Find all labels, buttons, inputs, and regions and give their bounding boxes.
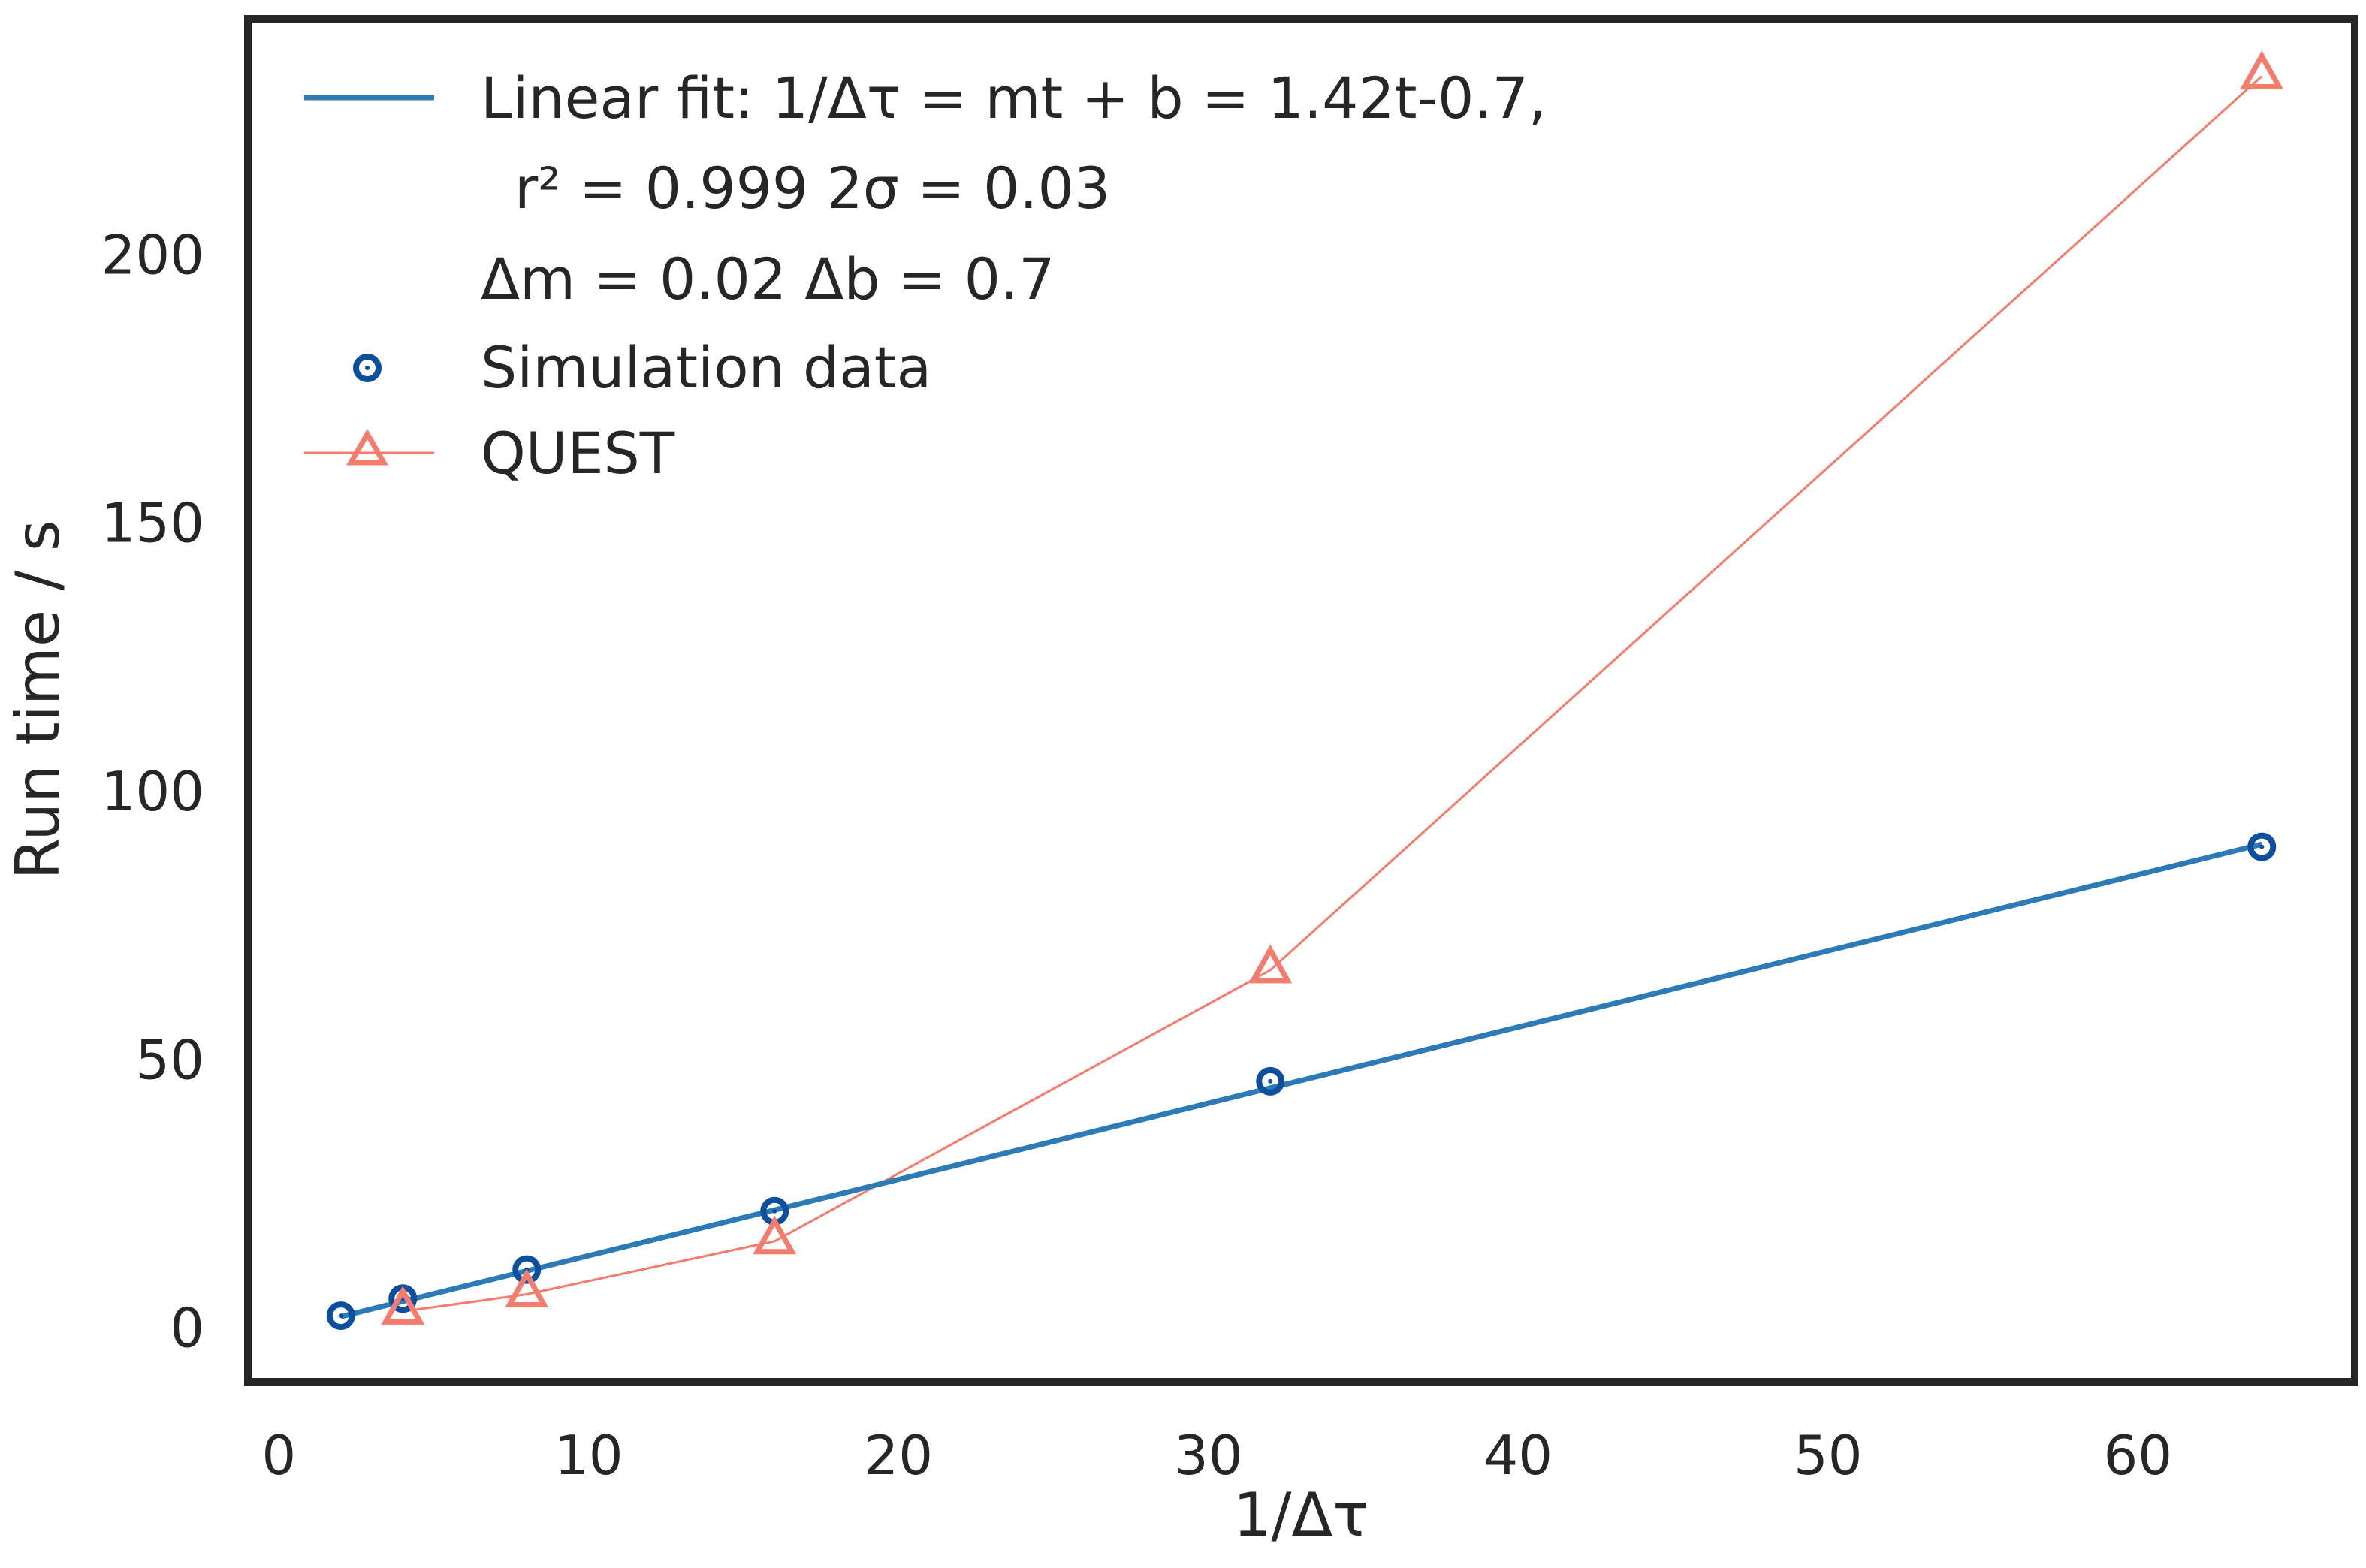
quest-series-line (403, 75, 2263, 1313)
x-tick-label: 30 (1174, 1424, 1243, 1487)
x-tick-label: 0 (261, 1424, 296, 1487)
quest-data-point (2240, 50, 2284, 89)
x-tick-label: 60 (2103, 1424, 2172, 1487)
legend-fit-label-line-2: r² = 0.999 2σ = 0.03 (515, 155, 1110, 222)
x-tick-label: 10 (554, 1424, 623, 1487)
plot-frame (244, 15, 2358, 1386)
quest-data-point (753, 1215, 797, 1255)
simulation-data-point (512, 1255, 542, 1284)
legend-simulation-marker-dot (365, 366, 370, 370)
simulation-data-point-center (1268, 1078, 1273, 1084)
x-tick-label: 20 (864, 1424, 933, 1487)
simulation-data-point-center (338, 1313, 343, 1319)
series-layer (326, 50, 2284, 1331)
x-tick-labels: 0 10 20 30 40 50 60 (261, 1424, 2172, 1487)
simulation-data-point (1256, 1066, 1285, 1096)
y-tick-label: 50 (135, 1028, 204, 1091)
legend-fit-label-line-1: Linear fit: 1/Δτ = mt + b = 1.42t-0.7, (481, 65, 1547, 131)
y-tick-label: 200 (101, 223, 204, 286)
x-tick-label: 40 (1483, 1424, 1553, 1487)
quest-data-point (1248, 944, 1293, 984)
y-tick-label: 0 (170, 1297, 204, 1360)
y-tick-label: 150 (101, 492, 204, 555)
y-axis-title: Run time / s (3, 520, 73, 879)
simulation-data-point (2247, 832, 2277, 861)
simulation-data-point-center (772, 1208, 777, 1214)
legend-simulation-label: Simulation data (481, 334, 931, 401)
linear-fit-line (340, 841, 2263, 1319)
y-tick-label: 100 (101, 760, 204, 823)
legend-quest-label: QUEST (481, 420, 675, 487)
legend: Linear fit: 1/Δτ = mt + b = 1.42t-0.7, r… (304, 65, 1547, 487)
legend-quest-marker (346, 429, 389, 466)
y-tick-labels: 0 50 100 150 200 (101, 223, 204, 1359)
quest-data-point (505, 1268, 549, 1308)
legend-fit-label-line-3: Δm = 0.02 Δb = 0.7 (481, 246, 1055, 312)
quest-data-point (381, 1286, 425, 1325)
simulation-data-point-center (2259, 844, 2265, 849)
simulation-data-point (326, 1301, 355, 1331)
legend-simulation-marker (353, 354, 382, 382)
x-axis-title: 1/Δτ (1233, 1480, 1369, 1550)
x-tick-label: 50 (1794, 1424, 1863, 1487)
